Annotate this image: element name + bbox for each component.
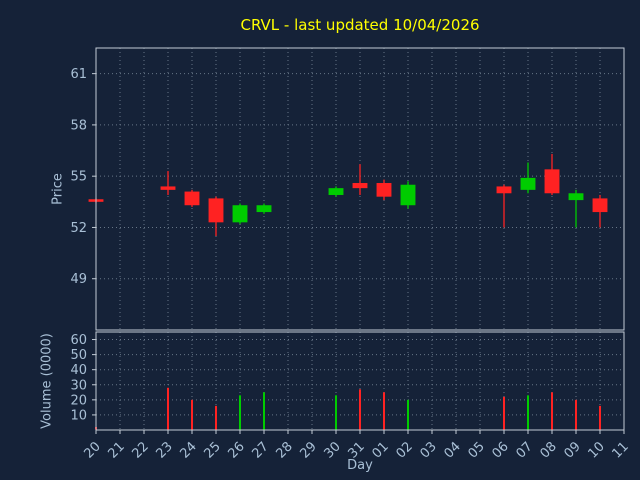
gridlines [95,48,625,430]
candle-body [184,191,200,206]
price-tick-label: 49 [70,272,87,287]
price-axis-label: Price [50,173,66,205]
day-axis-label: Day [347,458,373,473]
axes-frames [92,47,625,434]
volume-tick-label: 50 [70,348,87,363]
candle-body [544,169,560,194]
candle-body [400,184,416,206]
volume-tick-label: 60 [70,333,87,348]
candle-body [496,186,512,194]
candle-body [208,198,224,223]
candle-body [232,205,248,223]
candle-body [592,198,608,213]
candle-body [568,193,584,201]
candle-body [160,186,176,190]
candles-layer [88,153,608,430]
price-tick-label: 58 [70,118,87,133]
candle-body [520,177,536,190]
volume-tick-label: 20 [70,393,87,408]
price-tick-label: 55 [70,170,87,185]
volume-tick-label: 30 [70,378,87,393]
price-tick-label: 52 [70,221,87,236]
candle-body [328,188,344,195]
volume-axis-label: Volume (0000) [39,333,55,429]
price-tick-label: 61 [70,67,87,82]
candle-body [256,205,272,213]
candle-body [352,183,368,189]
volume-tick-label: 10 [70,408,87,423]
candle-body [376,183,392,197]
volume-tick-label: 40 [70,363,87,378]
chart-title: CRVL - last updated 10/04/2026 [240,16,480,34]
